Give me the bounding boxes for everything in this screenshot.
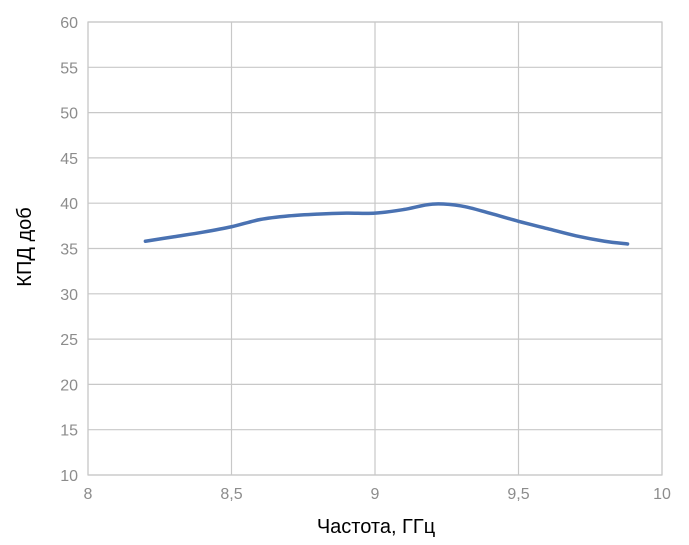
y-tick-label: 40 <box>60 196 78 213</box>
y-tick-label: 45 <box>60 151 78 168</box>
y-tick-label: 30 <box>60 287 78 304</box>
x-tick-label: 9 <box>371 486 380 503</box>
y-tick-label: 55 <box>60 60 78 77</box>
x-tick-label: 10 <box>653 486 671 503</box>
x-tick-label: 8 <box>84 486 93 503</box>
x-tick-label: 9,5 <box>507 486 529 503</box>
y-tick-label: 20 <box>60 377 78 394</box>
y-axis-label: КПД доб <box>14 207 36 286</box>
y-tick-label: 60 <box>60 15 78 32</box>
plot-area-frame <box>87 21 663 476</box>
y-tick-label: 50 <box>60 106 78 123</box>
y-tick-label: 10 <box>60 468 78 485</box>
y-tick-label: 25 <box>60 332 78 349</box>
y-tick-label: 15 <box>60 423 78 440</box>
series-line <box>143 202 630 246</box>
x-tick-labels: 8 8,5 9 9,5 10 <box>84 486 671 503</box>
grid-lines <box>87 21 663 476</box>
x-axis-label: Частота, ГГц <box>317 516 435 538</box>
y-tick-label: 35 <box>60 242 78 259</box>
x-tick-label: 8,5 <box>220 486 242 503</box>
series-layer <box>143 202 630 246</box>
y-tick-labels: 10 15 20 25 30 35 40 45 50 55 60 <box>60 15 78 485</box>
